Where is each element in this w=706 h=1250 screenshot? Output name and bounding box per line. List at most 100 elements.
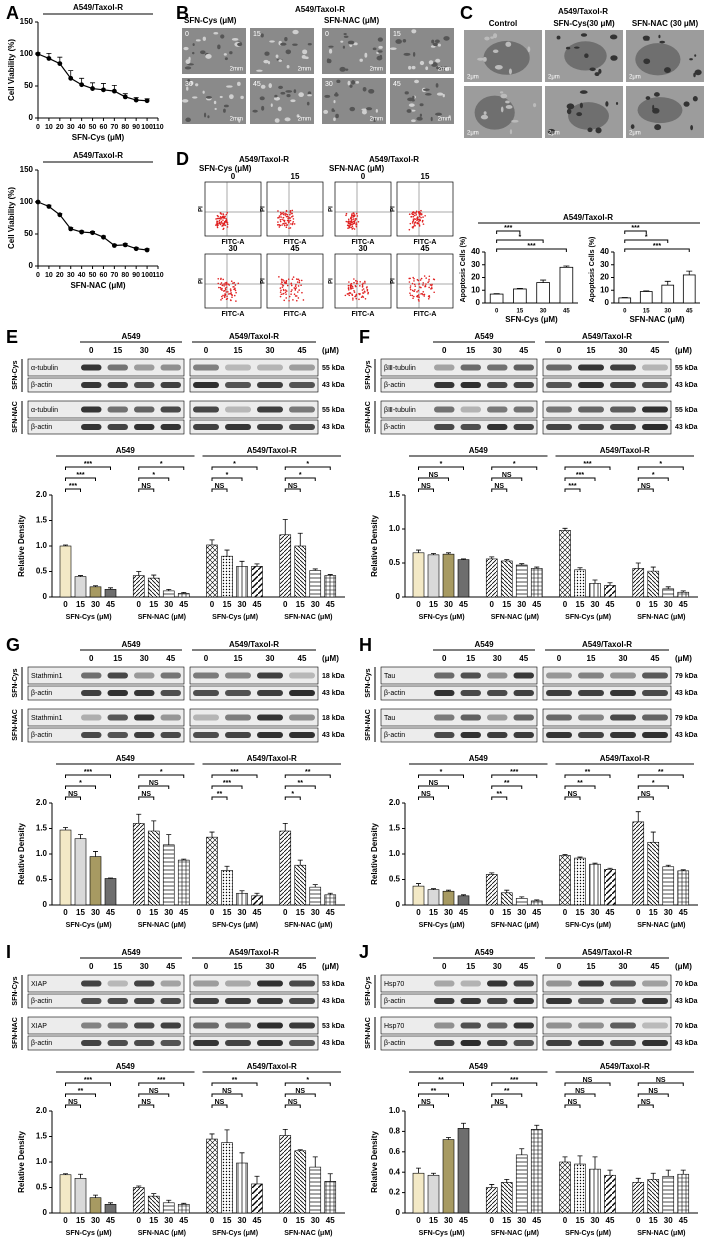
cell	[434, 39, 440, 44]
event	[224, 294, 226, 297]
bar	[177, 1204, 190, 1214]
scale-label: 2μm	[467, 75, 479, 81]
cell	[219, 95, 223, 99]
event	[298, 281, 301, 284]
sig-label: *	[152, 472, 155, 479]
event	[355, 223, 357, 226]
event	[291, 212, 293, 215]
control-label: β-actin	[31, 382, 52, 389]
x-axis-label: SFN-Cys (μM)	[72, 133, 125, 142]
event	[284, 291, 287, 294]
unit-label: (μM)	[322, 962, 339, 971]
error-bar	[516, 287, 523, 289]
sig-bracket	[637, 785, 669, 789]
event	[348, 281, 350, 283]
dose-label: 15	[393, 31, 401, 38]
cell	[414, 79, 420, 84]
y-tick-label: 2.0	[389, 798, 401, 807]
band	[160, 980, 181, 987]
cell	[307, 94, 312, 97]
kda-label: 18 kDa	[322, 673, 345, 680]
flow-plot	[266, 181, 324, 237]
x-tick-label: 0	[63, 1216, 68, 1225]
sig-label: ***	[583, 461, 591, 468]
band	[487, 382, 508, 388]
band	[487, 714, 508, 721]
band	[610, 672, 636, 679]
point	[101, 234, 106, 240]
group-label: SFN-Cys (μM)	[212, 1230, 258, 1237]
cell-line: A549	[121, 332, 141, 341]
cell	[342, 45, 346, 49]
dose-label: 45	[421, 244, 430, 253]
event	[409, 277, 411, 280]
event	[416, 216, 419, 218]
sig-bracket	[65, 796, 81, 800]
event	[356, 280, 358, 283]
bar	[147, 830, 160, 906]
cell	[284, 117, 291, 122]
cell	[372, 47, 377, 51]
blot-strip	[189, 708, 319, 727]
scale-label: 2μm	[548, 131, 560, 137]
error-bar	[254, 892, 260, 896]
sig-label: *	[645, 234, 648, 241]
sig-label: ***	[76, 472, 84, 479]
bar	[279, 534, 292, 598]
organelle	[505, 100, 510, 104]
sig-bracket	[211, 1104, 228, 1108]
event	[351, 223, 353, 226]
dose-label: 30	[493, 654, 502, 663]
sig-label: NS	[421, 483, 431, 490]
event	[282, 216, 285, 219]
y-tick-label: 150	[20, 17, 34, 26]
event	[279, 287, 282, 289]
event	[295, 295, 298, 297]
sig-bracket	[624, 248, 690, 252]
cell	[432, 42, 439, 47]
event	[431, 287, 433, 290]
organelle	[643, 38, 650, 41]
event	[420, 209, 422, 212]
cell	[436, 92, 444, 96]
event	[297, 285, 300, 287]
error-bar	[78, 834, 83, 839]
band	[578, 406, 604, 413]
dose-label: 15	[466, 346, 475, 355]
group-label: SFN-Cys (μM)	[419, 922, 465, 929]
event	[416, 291, 418, 293]
cell	[412, 52, 416, 57]
event	[230, 280, 233, 283]
event	[433, 291, 435, 294]
x-tick-label: 15	[576, 1216, 585, 1225]
dose-label: 30	[229, 244, 238, 253]
band	[513, 1040, 534, 1046]
x-tick-label: 80	[121, 124, 129, 131]
event	[423, 293, 426, 296]
sig-label: *	[306, 461, 309, 468]
dose-label: 15	[291, 172, 300, 181]
blot-strip	[27, 685, 185, 701]
y-tick-label: 1.5	[389, 490, 401, 499]
event	[222, 228, 224, 231]
y-tick-label: 20	[471, 273, 480, 282]
cell-line: A549	[116, 1062, 136, 1071]
bar	[132, 823, 145, 906]
point	[133, 246, 139, 252]
sig-bracket	[637, 1104, 654, 1108]
cell-line: A549/Taxol-R	[582, 948, 632, 957]
band	[225, 1040, 251, 1046]
band	[546, 364, 572, 371]
blot-strip	[189, 685, 319, 701]
event	[221, 284, 224, 286]
event	[288, 300, 290, 302]
band	[487, 364, 508, 371]
event	[412, 227, 414, 229]
cell	[353, 42, 358, 46]
sig-label: ***	[84, 461, 92, 468]
band	[487, 980, 508, 987]
error-bar	[504, 1178, 510, 1183]
cell	[278, 85, 283, 90]
x-tick-label: 0	[416, 600, 421, 609]
